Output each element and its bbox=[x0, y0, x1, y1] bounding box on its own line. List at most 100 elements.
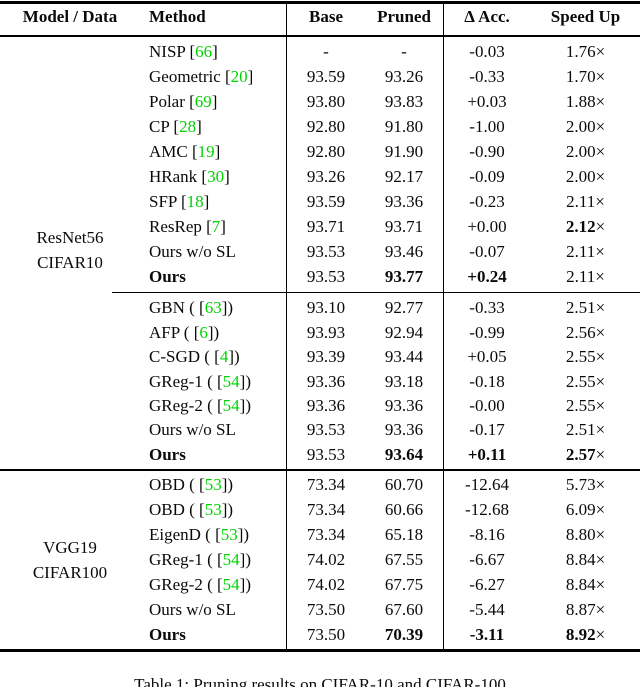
times-symbol: × bbox=[595, 217, 606, 237]
times-symbol: × bbox=[595, 167, 606, 187]
base-accuracy-cell: 93.53 bbox=[306, 444, 346, 464]
times-symbol: × bbox=[595, 322, 606, 342]
method-label: GReg-1 ( [ bbox=[149, 371, 223, 391]
speed-up-value: 6.09 bbox=[565, 500, 596, 519]
delta-accuracy-cell: -0.03 bbox=[469, 41, 505, 61]
table-row: SFP [18] 93.59 93.36 -0.23 2.11× bbox=[0, 190, 640, 215]
method-label: Ours w/o SL bbox=[149, 420, 236, 440]
delta-accuracy-cell: +0.24 bbox=[467, 267, 507, 287]
base-accuracy-cell: 93.59 bbox=[306, 192, 346, 212]
times-symbol: × bbox=[595, 141, 606, 161]
speed-up-cell: 2.56× bbox=[531, 323, 640, 343]
method-label-suffix: ]) bbox=[239, 395, 251, 415]
base-accuracy-cell: 93.36 bbox=[306, 371, 346, 391]
method-cell: HRank [30] bbox=[140, 167, 287, 187]
speed-up-value: 1.70 bbox=[565, 66, 596, 86]
table-row: GReg-2 ( [54]) 74.02 67.75 -6.27 8.84× bbox=[0, 573, 640, 598]
citation-link[interactable]: 6 bbox=[199, 322, 208, 342]
method-label-suffix: ]) bbox=[239, 550, 251, 569]
method-label: C-SGD ( [ bbox=[149, 347, 220, 367]
pruned-accuracy-cell: 67.60 bbox=[384, 600, 424, 619]
table-row: Polar [69] 93.80 93.83 +0.03 1.88× bbox=[0, 89, 640, 114]
method-label-suffix: ]) bbox=[207, 322, 220, 342]
speed-up-cell: 1.70× bbox=[531, 67, 640, 87]
speed-up-value: 2.12 bbox=[565, 217, 596, 237]
table-row: HRank [30] 93.26 92.17 -0.09 2.00× bbox=[0, 164, 640, 189]
table-caption: Table 1: Pruning results on CIFAR-10 and… bbox=[134, 675, 506, 687]
speed-up-value: 2.11 bbox=[566, 192, 596, 212]
citation-link[interactable]: 30 bbox=[207, 167, 225, 187]
citation-link[interactable]: 54 bbox=[222, 371, 240, 391]
citation-link[interactable]: 18 bbox=[186, 192, 204, 212]
method-cell: Polar [69] bbox=[140, 92, 287, 112]
table-row: GReg-1 ( [54]) 93.36 93.18 -0.18 2.55× bbox=[0, 369, 640, 393]
method-label-suffix: ]) bbox=[239, 371, 251, 391]
pruned-accuracy-cell: 93.64 bbox=[384, 444, 424, 464]
method-label-suffix: ]) bbox=[221, 298, 234, 318]
citation-link[interactable]: 66 bbox=[195, 41, 213, 61]
speed-up-cell: 2.11× bbox=[531, 192, 640, 212]
method-label: OBD ( [ bbox=[149, 475, 205, 494]
vertical-separator-left bbox=[286, 3, 288, 649]
delta-accuracy-cell: -1.00 bbox=[469, 116, 505, 136]
speed-up-cell: 2.00× bbox=[531, 117, 640, 137]
method-cell: Ours bbox=[140, 445, 287, 465]
speed-up-cell: 5.73× bbox=[531, 475, 640, 495]
speed-up-cell: 2.12× bbox=[531, 217, 640, 237]
times-symbol: × bbox=[595, 371, 606, 391]
method-label: OBD ( [ bbox=[149, 500, 205, 519]
base-accuracy-cell: 92.80 bbox=[306, 141, 346, 161]
method-cell: Ours w/o SL bbox=[140, 600, 287, 620]
method-cell: Ours bbox=[140, 625, 287, 645]
method-cell: C-SGD ( [4]) bbox=[140, 347, 287, 367]
method-cell: EigenD ( [53]) bbox=[140, 525, 287, 545]
times-symbol: × bbox=[595, 395, 606, 415]
citation-link[interactable]: 28 bbox=[179, 116, 197, 136]
pruned-accuracy-cell: 91.90 bbox=[384, 141, 424, 161]
speed-up-value: 8.84 bbox=[565, 575, 596, 594]
method-label-suffix: ] bbox=[224, 167, 230, 187]
citation-link[interactable]: 7 bbox=[211, 217, 221, 237]
bottom-rule bbox=[0, 649, 640, 652]
pruned-accuracy-cell: 65.18 bbox=[384, 525, 424, 544]
citation-link[interactable]: 69 bbox=[194, 91, 212, 111]
times-symbol: × bbox=[595, 475, 606, 494]
base-accuracy-cell: 93.53 bbox=[306, 420, 346, 440]
citation-link[interactable]: 53 bbox=[204, 500, 222, 519]
speed-up-cell: 2.11× bbox=[531, 242, 640, 262]
base-accuracy-cell: 73.34 bbox=[306, 475, 346, 494]
citation-link[interactable]: 19 bbox=[197, 141, 215, 161]
speed-up-value: 8.87 bbox=[565, 600, 596, 619]
citation-link[interactable]: 54 bbox=[222, 550, 240, 569]
pruned-accuracy-cell: 93.26 bbox=[384, 66, 424, 86]
speed-up-value: 2.57 bbox=[565, 444, 596, 464]
speed-up-value: 8.80 bbox=[565, 525, 596, 544]
method-cell: GReg-1 ( [54]) bbox=[140, 550, 287, 570]
citation-link[interactable]: 53 bbox=[204, 475, 222, 494]
base-accuracy-cell: 73.50 bbox=[306, 625, 346, 644]
citation-link[interactable]: 54 bbox=[222, 395, 240, 415]
pruned-accuracy-cell: 60.66 bbox=[384, 500, 424, 519]
method-label: GBN ( [ bbox=[149, 298, 205, 318]
citation-link[interactable]: 63 bbox=[204, 298, 222, 318]
speed-up-cell: 6.09× bbox=[531, 500, 640, 520]
method-cell: AMC [19] bbox=[140, 142, 287, 162]
times-symbol: × bbox=[595, 347, 606, 367]
speed-up-value: 2.55 bbox=[565, 395, 596, 415]
table-row: AFP ( [6]) 93.93 92.94 -0.99 2.56× bbox=[0, 320, 640, 344]
delta-accuracy-cell: -6.27 bbox=[469, 575, 505, 594]
citation-link[interactable]: 54 bbox=[222, 575, 240, 594]
dataset-name: CIFAR100 bbox=[32, 563, 108, 582]
delta-accuracy-cell: -12.68 bbox=[465, 500, 509, 519]
table-row: Ours w/o SL 93.53 93.36 -0.17 2.51× bbox=[0, 418, 640, 442]
method-cell: Ours w/o SL bbox=[140, 420, 287, 440]
delta-accuracy-cell: -3.11 bbox=[469, 625, 505, 644]
vertical-separator-right bbox=[443, 3, 445, 649]
speed-up-value: 2.51 bbox=[565, 420, 596, 440]
citation-link[interactable]: 20 bbox=[230, 66, 248, 86]
citation-link[interactable]: 53 bbox=[220, 525, 238, 544]
citation-link[interactable]: 4 bbox=[219, 347, 229, 367]
table-row: AMC [19] 92.80 91.90 -0.90 2.00× bbox=[0, 139, 640, 164]
base-accuracy-cell: 73.50 bbox=[306, 600, 346, 619]
